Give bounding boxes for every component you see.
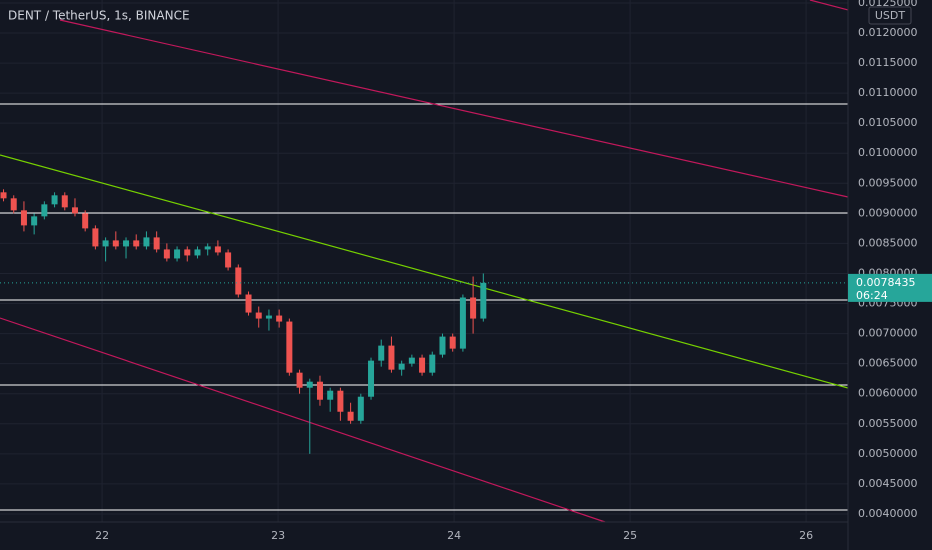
- candle-body: [327, 390, 334, 400]
- y-tick-label: 0.0085000: [858, 236, 918, 249]
- candle-body: [388, 345, 395, 370]
- candle-body: [470, 297, 477, 319]
- x-tick-label: 23: [271, 529, 285, 542]
- candle-body: [265, 315, 272, 319]
- y-tick-label: 0.0040000: [858, 507, 918, 520]
- candle-body: [398, 363, 405, 370]
- y-tick-label: 0.0045000: [858, 477, 918, 490]
- candle-body: [306, 381, 313, 388]
- last-price-label: 0.0078435: [856, 276, 916, 289]
- candle-body: [235, 267, 242, 295]
- candle-body: [296, 372, 303, 388]
- trend-line: [59, 19, 849, 198]
- y-tick-label: 0.0090000: [858, 206, 918, 219]
- y-tick-label: 0.0070000: [858, 327, 918, 340]
- x-tick-label: 24: [447, 529, 461, 542]
- candle-body: [112, 240, 119, 247]
- x-tick-label: 22: [95, 529, 109, 542]
- candle-body: [194, 249, 201, 256]
- candle-body: [10, 198, 17, 211]
- candle-body: [316, 381, 323, 400]
- candle-body: [378, 345, 385, 361]
- y-tick-label: 0.0100000: [858, 146, 918, 159]
- plot: [0, 0, 849, 523]
- y-tick-label: 0.0105000: [858, 116, 918, 129]
- candle-body: [429, 354, 436, 373]
- candle-body: [51, 195, 58, 205]
- candle-body: [276, 315, 283, 322]
- candle-body: [480, 282, 487, 319]
- candle-body: [439, 336, 446, 355]
- candle-body: [163, 249, 170, 259]
- y-tick-label: 0.0050000: [858, 447, 918, 460]
- trend-line: [0, 154, 849, 389]
- candle-body: [20, 210, 27, 226]
- candle-body: [92, 228, 99, 247]
- candle-body: [184, 249, 191, 256]
- candle-body: [225, 252, 232, 268]
- currency-box[interactable]: [868, 6, 912, 25]
- x-tick-label: 26: [799, 529, 813, 542]
- candle-body: [337, 390, 344, 412]
- candle-body: [61, 195, 68, 208]
- candle-body: [368, 360, 375, 397]
- y-tick-label: 0.0115000: [858, 56, 918, 69]
- candle-body: [0, 192, 7, 199]
- y-tick-label: 0.0125000: [858, 0, 918, 9]
- y-tick-label: 0.0110000: [858, 86, 918, 99]
- candle-body: [357, 396, 364, 421]
- candle-body: [255, 312, 262, 319]
- axis: 0.0040000 0.0045000 0.0050000 0.0055000 0.00…: [95, 0, 932, 542]
- candle-body: [286, 321, 293, 373]
- candle-body: [82, 213, 89, 229]
- candle-body: [419, 357, 426, 373]
- candle-body: [133, 240, 140, 247]
- candle-body: [347, 411, 354, 421]
- y-tick-label: 0.0095000: [858, 176, 918, 189]
- trend-line: [0, 317, 606, 523]
- y-tick-label: 0.0120000: [858, 26, 918, 39]
- candle-body: [459, 297, 466, 349]
- candle-body: [153, 237, 160, 250]
- y-tick-label: 0.0065000: [858, 357, 918, 370]
- candle-body: [102, 240, 109, 247]
- candle-body: [245, 294, 252, 313]
- candle-body: [123, 240, 130, 247]
- candle-body: [31, 216, 38, 226]
- candle-body: [174, 249, 181, 259]
- candle-body: [214, 246, 221, 253]
- y-tick-label: 0.0055000: [858, 417, 918, 430]
- candle-body: [41, 204, 48, 217]
- last-price-box: [848, 273, 932, 302]
- chart-title: DENT / TetherUS, 1s, BINANCE: [8, 9, 190, 23]
- countdown-label: 06:24: [856, 289, 888, 302]
- candle-body: [408, 357, 415, 364]
- x-tick-label: 25: [623, 529, 637, 542]
- y-tick-label: 0.0060000: [858, 387, 918, 400]
- candle-body: [204, 246, 211, 250]
- candle-body: [143, 237, 150, 247]
- trend-line: [809, 0, 849, 11]
- candle-body: [71, 207, 78, 214]
- candle-body: [449, 336, 456, 349]
- currency-label[interactable]: USDT: [875, 9, 906, 22]
